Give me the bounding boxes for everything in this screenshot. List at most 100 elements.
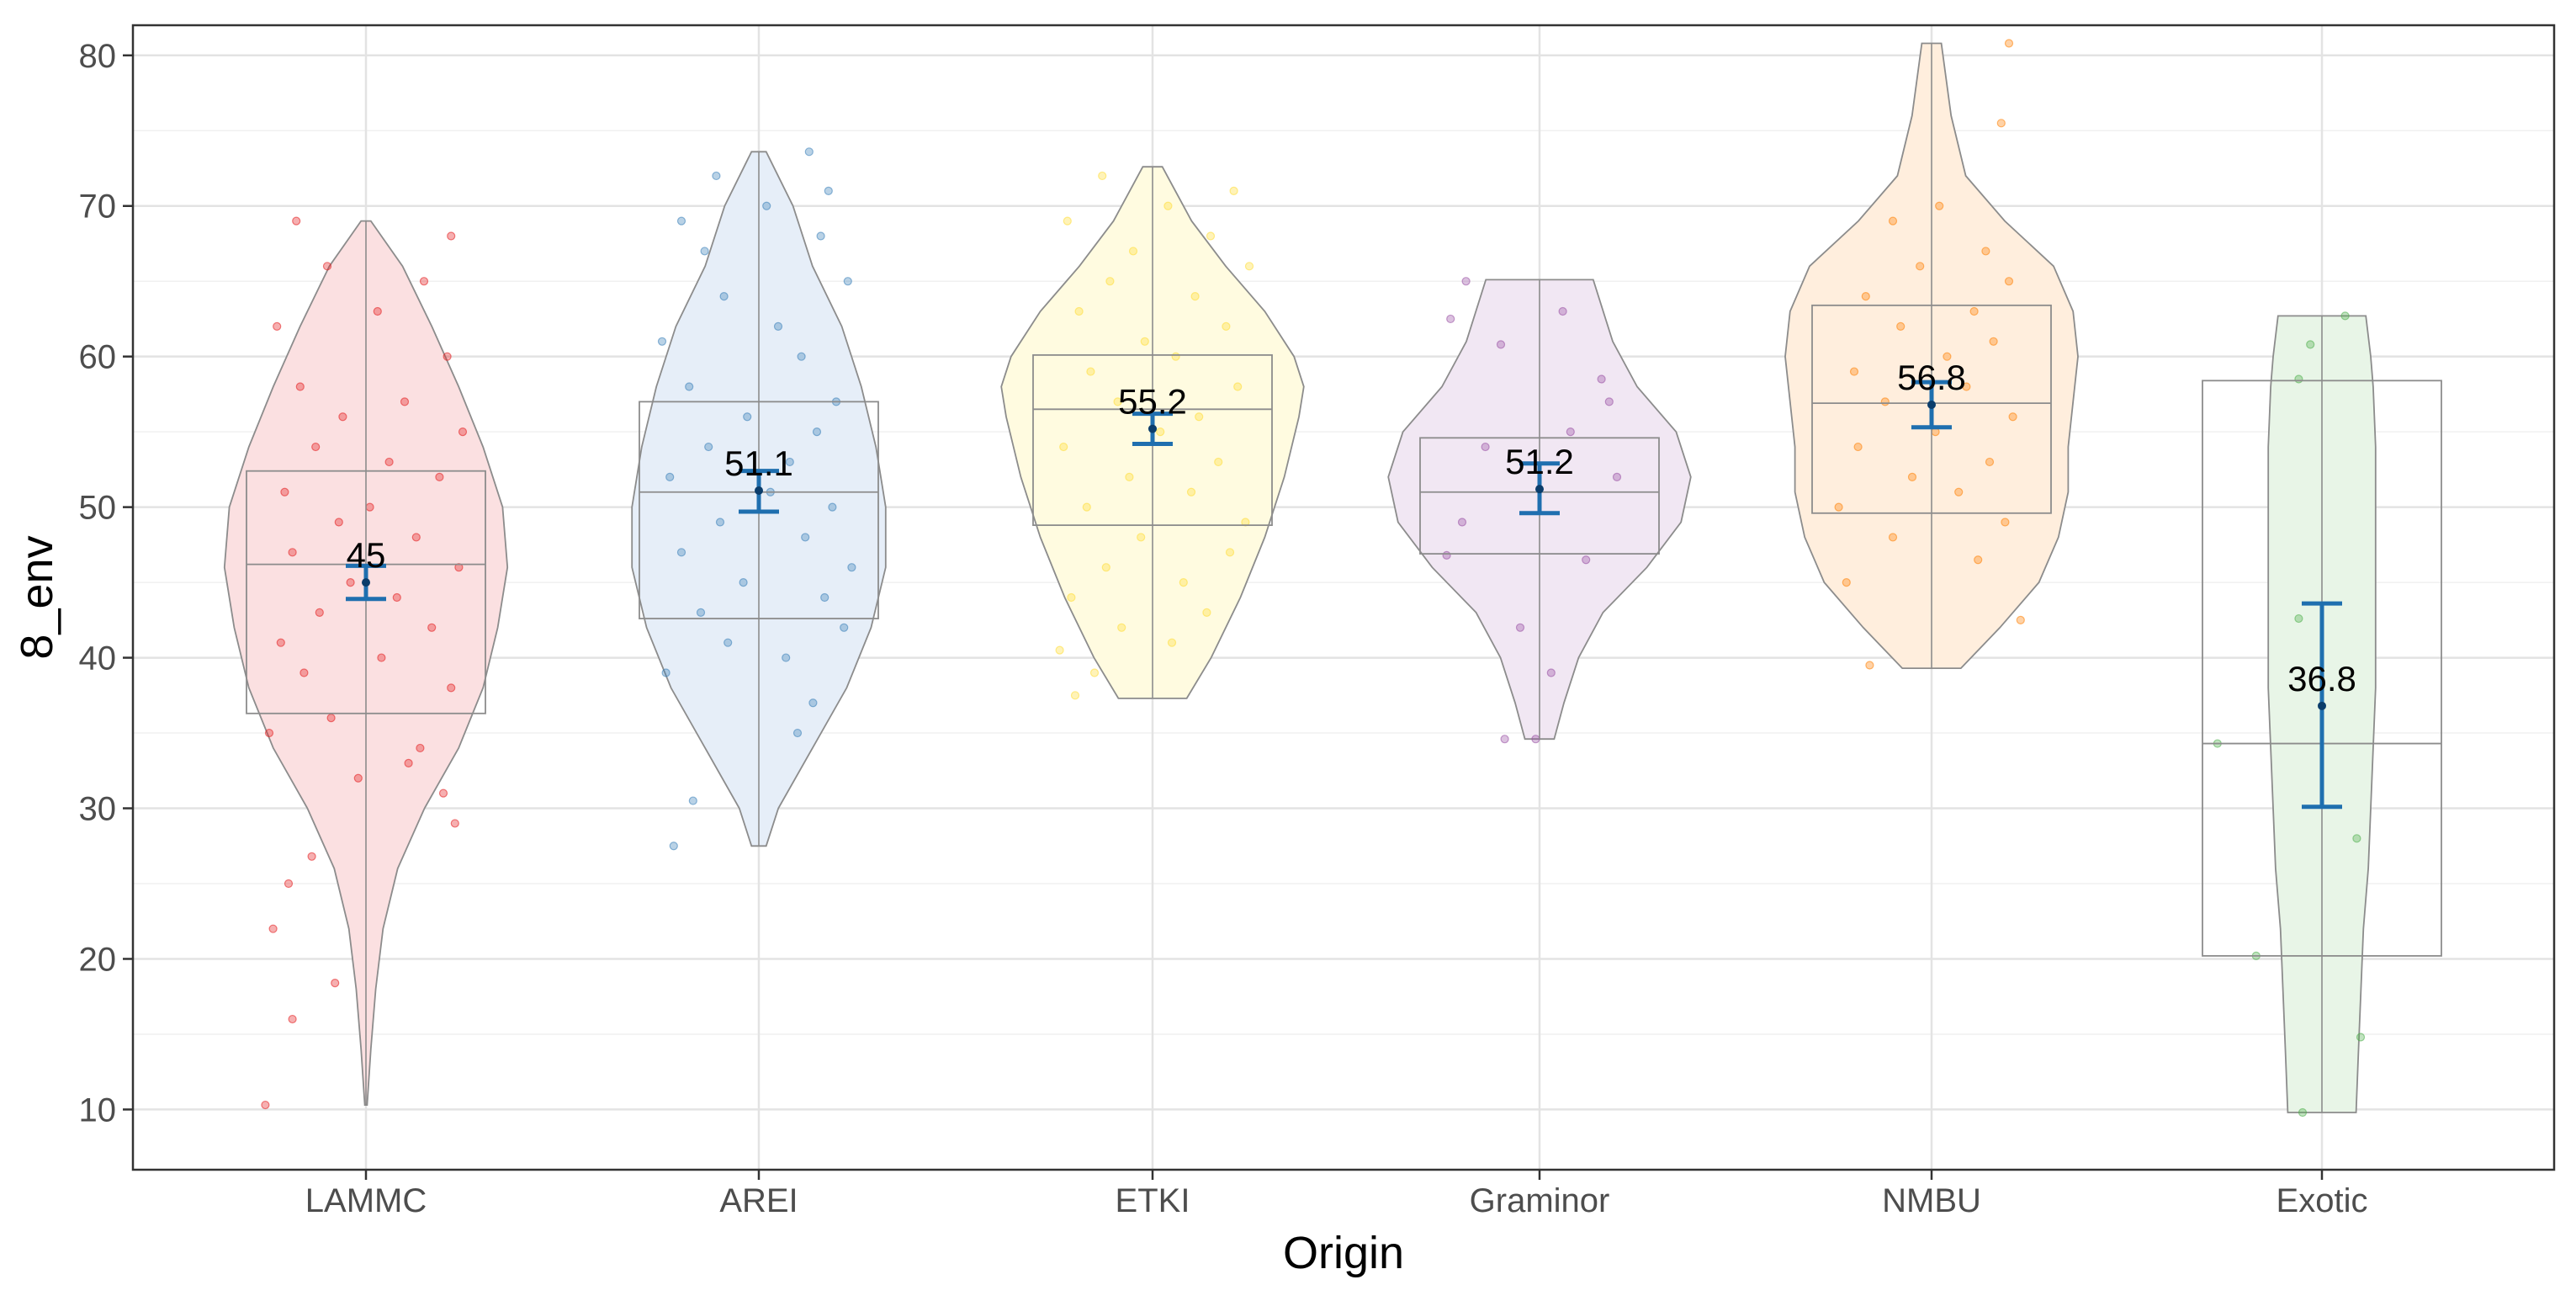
data-point	[2004, 277, 2014, 286]
data-point	[847, 563, 856, 572]
data-point	[1074, 306, 1084, 316]
data-point	[1125, 472, 1134, 481]
data-point	[1186, 487, 1196, 497]
data-point	[1225, 548, 1235, 557]
data-point	[712, 171, 721, 181]
data-point	[1117, 623, 1126, 632]
data-point	[704, 442, 713, 452]
data-point	[1457, 518, 1467, 527]
mean-point	[1927, 400, 1936, 409]
data-point	[268, 924, 278, 933]
data-point	[1496, 340, 1506, 349]
data-point	[792, 728, 803, 738]
panel-border	[131, 24, 2556, 1171]
data-point	[1969, 306, 1979, 316]
box-iqr	[1811, 304, 2052, 514]
data-point	[782, 653, 791, 662]
data-point	[657, 337, 667, 346]
data-point	[808, 698, 818, 708]
data-point	[299, 668, 309, 677]
data-point	[1515, 623, 1525, 632]
data-point	[1140, 337, 1149, 346]
data-point	[1128, 247, 1138, 256]
data-point	[307, 852, 316, 861]
data-point	[1229, 186, 1238, 195]
data-point	[812, 427, 822, 437]
panel-background	[133, 25, 2554, 1170]
data-point	[2352, 834, 2361, 843]
data-point	[1612, 472, 1622, 481]
data-point	[688, 796, 697, 805]
data-point	[454, 563, 464, 572]
data-point	[326, 714, 336, 723]
mean-point	[755, 486, 763, 495]
data-point	[1241, 518, 1250, 527]
data-point	[1202, 608, 1211, 617]
data-point	[700, 247, 709, 256]
data-point	[435, 472, 444, 481]
mean-label: 51.1	[724, 443, 793, 483]
y-tick-label: 60	[79, 339, 117, 376]
data-point	[288, 548, 297, 557]
data-point	[1059, 442, 1068, 452]
mean-label: 36.8	[2287, 659, 2356, 698]
data-point	[1974, 555, 1983, 565]
data-point	[1222, 321, 1231, 331]
data-point	[1179, 578, 1188, 587]
data-point	[1070, 691, 1080, 700]
data-point	[450, 819, 459, 828]
mean-point	[2318, 701, 2326, 710]
y-axis-title: 8_env	[12, 535, 62, 659]
data-point	[1113, 397, 1122, 406]
data-point	[1206, 231, 1216, 241]
data-point	[824, 186, 833, 195]
data-point	[762, 201, 771, 210]
data-point	[1943, 352, 1952, 361]
data-point	[1461, 277, 1471, 286]
data-point	[1916, 262, 1925, 271]
x-axis-title: Origin	[1283, 1228, 1404, 1278]
data-point	[1558, 306, 1567, 316]
data-point	[2016, 615, 2025, 624]
data-point	[719, 292, 729, 301]
axes: 10 20 30 40 50 60 70 80 LAMMC AREI ETKI Graminor NMB…	[79, 38, 2368, 1219]
group-lammc: 45	[223, 216, 509, 1110]
data-point	[427, 623, 437, 632]
data-point	[816, 231, 825, 241]
data-point	[1244, 262, 1254, 271]
data-point	[1981, 247, 1990, 256]
data-point	[1063, 216, 1072, 226]
data-point	[373, 306, 382, 316]
data-point	[1962, 382, 1971, 391]
data-point	[1446, 314, 1455, 324]
data-point	[458, 427, 468, 437]
data-point	[1907, 472, 1917, 481]
data-point	[288, 1014, 297, 1024]
data-point	[273, 321, 282, 331]
data-point	[1089, 668, 1100, 677]
y-tick-label: 10	[79, 1091, 117, 1128]
data-point	[1082, 502, 1091, 512]
data-point	[2298, 1107, 2308, 1118]
data-point	[1582, 555, 1591, 565]
data-point	[820, 592, 830, 603]
box-iqr	[1419, 437, 1660, 555]
data-point	[377, 653, 386, 662]
data-point	[384, 457, 394, 467]
data-point	[1055, 645, 1064, 655]
mean-label: 51.2	[1505, 442, 1574, 481]
data-point	[773, 321, 783, 331]
data-point	[801, 533, 810, 542]
data-point	[276, 638, 285, 647]
data-point	[1996, 119, 2006, 128]
y-tick-label: 80	[79, 38, 117, 75]
data-point	[2294, 374, 2303, 384]
data-point	[419, 277, 429, 286]
data-point	[331, 979, 340, 988]
group-etki: 55.2	[1000, 166, 1305, 700]
data-point	[840, 623, 849, 632]
box-iqr	[639, 401, 879, 619]
data-point	[785, 457, 794, 467]
mean-point	[1535, 485, 1544, 494]
